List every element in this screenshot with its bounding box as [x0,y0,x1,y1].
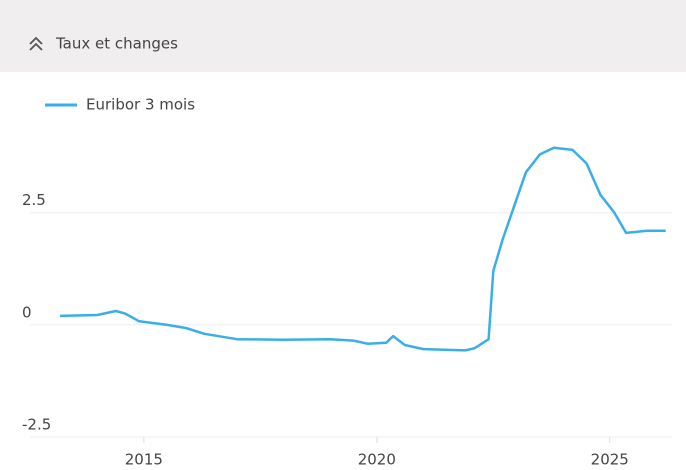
x-tick-label: 2025 [591,451,629,469]
x-tick-label: 2020 [358,451,396,469]
series-line [59,146,666,352]
legend-label: Euribor 3 mois [86,96,195,114]
y-tick-label: 0 [22,303,32,321]
collapse-icon[interactable] [29,36,43,51]
y-tick-label: -2.5 [22,416,51,434]
header-bar [0,0,686,72]
y-tick-label: 2.5 [22,191,46,209]
x-tick-label: 2015 [125,451,163,469]
header-title: Taux et changes [55,35,178,53]
